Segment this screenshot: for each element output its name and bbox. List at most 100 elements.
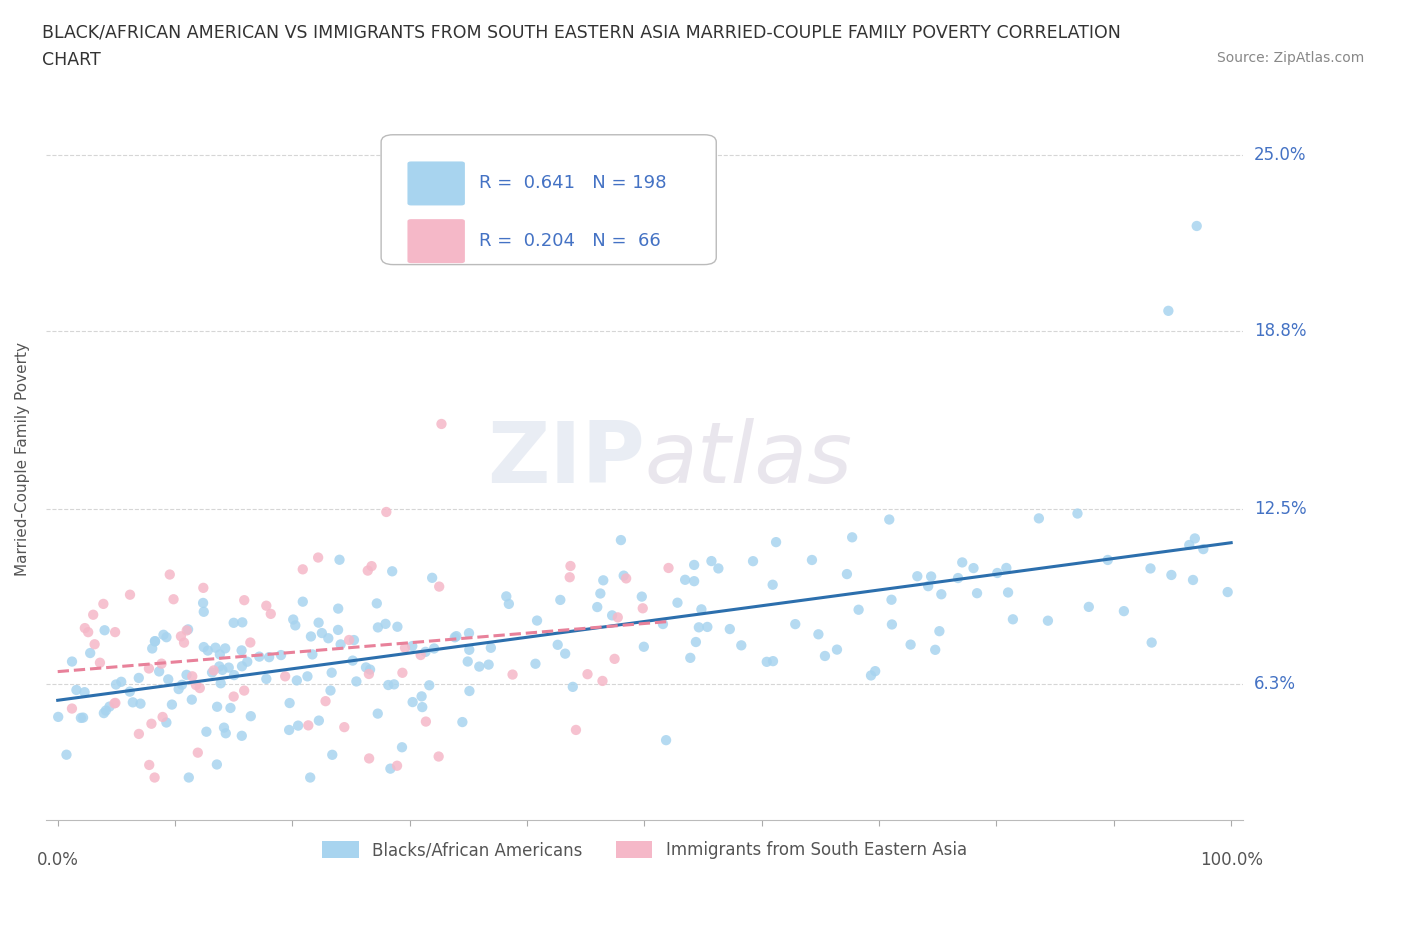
Point: [94, 703, 117, 718]
Point: [863, 664, 886, 679]
Point: [966, 586, 988, 601]
Point: [468, 659, 491, 674]
Point: [495, 589, 517, 604]
Point: [380, 761, 402, 776]
Point: [835, 566, 858, 581]
Point: [73, 684, 96, 699]
Point: [755, 655, 778, 670]
Point: [157, 672, 180, 687]
Point: [547, 637, 569, 652]
Point: [354, 660, 377, 675]
Point: [848, 603, 870, 618]
Point: [1184, 531, 1206, 546]
Point: [118, 684, 141, 699]
Text: 0.0%: 0.0%: [37, 851, 79, 869]
Text: atlas: atlas: [644, 418, 852, 501]
Point: [321, 665, 343, 680]
Point: [138, 758, 160, 773]
Point: [152, 628, 174, 643]
Point: [73, 620, 96, 635]
Point: [222, 616, 245, 631]
Point: [205, 757, 228, 772]
Point: [181, 669, 204, 684]
Point: [311, 626, 333, 641]
Point: [128, 671, 150, 685]
Point: [231, 643, 253, 658]
Point: [807, 627, 830, 642]
Point: [931, 587, 953, 602]
Point: [104, 696, 127, 711]
Point: [614, 571, 637, 586]
Point: [430, 417, 453, 432]
Point: [224, 668, 246, 683]
Text: R =  0.641   N = 198: R = 0.641 N = 198: [479, 175, 666, 193]
Y-axis label: Married-Couple Family Poverty: Married-Couple Family Poverty: [15, 342, 30, 577]
Point: [1028, 511, 1050, 525]
Point: [211, 662, 233, 677]
Point: [218, 660, 240, 675]
Point: [1182, 573, 1205, 588]
Point: [630, 590, 652, 604]
Point: [231, 658, 253, 673]
Point: [297, 718, 319, 733]
Point: [254, 598, 277, 613]
Point: [565, 723, 588, 737]
Point: [148, 664, 170, 679]
Point: [359, 662, 381, 677]
Point: [592, 573, 614, 588]
Point: [586, 600, 609, 615]
Point: [143, 633, 166, 648]
Point: [79, 645, 101, 660]
Point: [560, 559, 582, 574]
Point: [411, 699, 433, 714]
Point: [247, 649, 270, 664]
Point: [222, 689, 245, 704]
Point: [451, 714, 474, 729]
Text: 18.8%: 18.8%: [1254, 322, 1306, 339]
Point: [962, 561, 984, 576]
Point: [270, 647, 292, 662]
Point: [610, 533, 633, 548]
Point: [209, 676, 232, 691]
Point: [950, 555, 973, 570]
Point: [685, 634, 707, 649]
Point: [193, 640, 215, 655]
Text: 25.0%: 25.0%: [1254, 146, 1306, 165]
Point: [730, 638, 752, 653]
Point: [917, 578, 939, 593]
Point: [458, 643, 481, 658]
Point: [180, 692, 202, 707]
Point: [600, 608, 623, 623]
Point: [329, 637, 352, 652]
Point: [343, 632, 366, 647]
Point: [291, 594, 314, 609]
Point: [387, 619, 409, 634]
Point: [150, 657, 173, 671]
Point: [928, 624, 950, 639]
Point: [415, 714, 437, 729]
Point: [458, 684, 481, 698]
Point: [326, 622, 349, 637]
Point: [366, 596, 388, 611]
Point: [315, 694, 337, 709]
Point: [859, 668, 882, 683]
Point: [357, 564, 380, 578]
Point: [359, 751, 381, 766]
Point: [291, 562, 314, 577]
Point: [93, 623, 115, 638]
Point: [201, 665, 224, 680]
Point: [308, 616, 330, 631]
Text: 12.5%: 12.5%: [1254, 499, 1306, 518]
Point: [93, 706, 115, 721]
Point: [382, 677, 405, 692]
Point: [342, 653, 364, 668]
Point: [307, 550, 329, 565]
Point: [613, 568, 636, 583]
Point: [297, 669, 319, 684]
Point: [167, 682, 190, 697]
Point: [401, 639, 423, 654]
Point: [375, 505, 398, 520]
Point: [1192, 541, 1215, 556]
Point: [202, 663, 225, 678]
Point: [70, 711, 93, 725]
